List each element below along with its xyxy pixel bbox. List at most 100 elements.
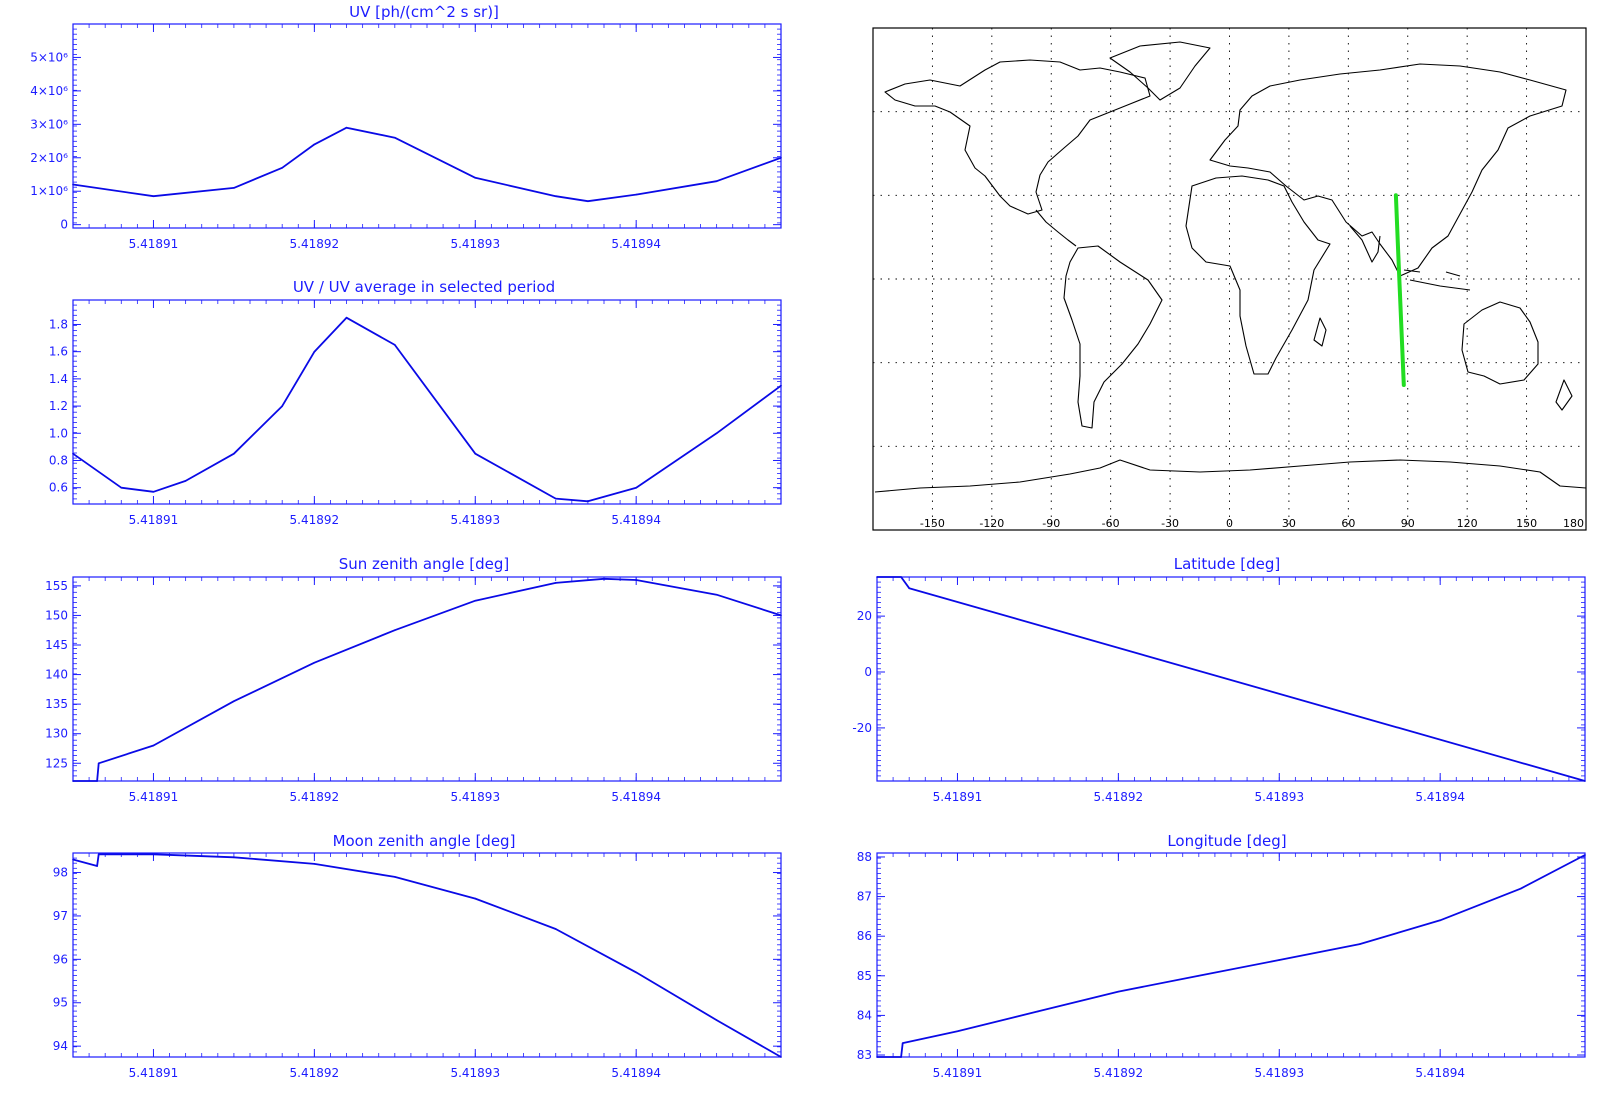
data-point xyxy=(394,876,396,878)
data-point xyxy=(1117,990,1120,993)
data-point xyxy=(554,497,557,500)
data-point xyxy=(233,856,235,859)
data-point xyxy=(313,661,316,664)
data-point xyxy=(956,1030,959,1033)
data-point xyxy=(345,126,348,129)
chart-title-moon: Moon zenith angle [deg] xyxy=(333,832,516,850)
y-tick-label: 88 xyxy=(857,850,872,864)
map-lon-tick-label: 150 xyxy=(1516,517,1537,530)
x-tick-label: 5.41893 xyxy=(450,790,500,804)
y-tick-label: 130 xyxy=(45,727,68,741)
data-point xyxy=(313,350,316,353)
map-lon-tick-label: 60 xyxy=(1341,517,1355,530)
indonesia-outline xyxy=(1403,269,1471,291)
y-tick-label: 87 xyxy=(857,890,872,904)
africa-outline xyxy=(1185,175,1331,375)
y-tick-label: 155 xyxy=(45,579,68,593)
x-tick-label: 5.41891 xyxy=(129,1066,179,1080)
y-tick-label: 4×10⁶ xyxy=(30,84,68,98)
data-point xyxy=(120,486,123,489)
data-point xyxy=(635,579,637,581)
data-point xyxy=(345,316,348,319)
y-tick-label: 3×10⁶ xyxy=(30,117,68,131)
chart-panel-uv: 5.41891 5.41892 5.41893 5.41894 0 1×10⁶ 2×10⁶ 3… xyxy=(30,23,782,251)
new-zealand-outline xyxy=(1555,379,1573,411)
map-lon-tick-label: -60 xyxy=(1102,517,1120,530)
data-point xyxy=(635,486,637,489)
data-point xyxy=(1037,1010,1039,1013)
x-tick-label: 5.41893 xyxy=(450,237,500,251)
continent-outlines xyxy=(874,41,1587,493)
data-point xyxy=(72,452,74,455)
x-tick-label: 5.41894 xyxy=(1415,790,1465,804)
x-tick-label: 5.41893 xyxy=(1254,790,1304,804)
x-tick-label: 5.41892 xyxy=(1094,1066,1144,1080)
series-line-lon xyxy=(877,854,1586,1058)
data-point xyxy=(780,614,782,617)
south-america-outline xyxy=(1063,245,1163,429)
y-tick-label: 0 xyxy=(864,665,872,679)
y-tick-label: 1.8 xyxy=(49,317,68,331)
data-point xyxy=(96,780,98,782)
y-tick-label: 125 xyxy=(45,756,68,770)
data-point xyxy=(394,629,396,632)
plot-frame-moon xyxy=(72,852,782,1058)
chart-panel-ratio: 5.41891 5.41892 5.41893 5.41894 0.6 0.8 1.0 1.2… xyxy=(49,299,782,527)
chart-title-lat: Latitude [deg] xyxy=(1174,555,1280,573)
x-tick-label: 5.41891 xyxy=(129,237,179,251)
x-tick-label: 5.41894 xyxy=(1415,1066,1465,1080)
data-point xyxy=(1584,780,1586,782)
y-tick-label: 86 xyxy=(857,929,872,943)
x-tick-label: 5.41893 xyxy=(450,513,500,527)
chart-title-ratio: UV / UV average in selected period xyxy=(293,278,555,296)
series-line-lat xyxy=(877,576,1586,782)
series-line-uv xyxy=(72,126,782,203)
x-tick-label: 5.41891 xyxy=(129,790,179,804)
x-tick-label: 5.41894 xyxy=(611,1066,661,1080)
data-point xyxy=(97,762,100,765)
y-tick-label: 83 xyxy=(857,1048,872,1062)
x-tick-label: 5.41892 xyxy=(1094,790,1144,804)
data-point xyxy=(587,200,589,203)
chart-title-lon: Longitude [deg] xyxy=(1167,832,1286,850)
map-lon-tick-label: -150 xyxy=(920,517,945,530)
data-point xyxy=(72,183,74,186)
eurasia-outline xyxy=(1209,63,1567,277)
data-point xyxy=(876,1056,878,1058)
map-lon-tick-label: -90 xyxy=(1042,517,1060,530)
y-tick-label: 0.8 xyxy=(49,453,68,467)
chart-title-sun: Sun zenith angle [deg] xyxy=(339,555,510,573)
satellite-track-line xyxy=(1393,193,1406,387)
data-point xyxy=(900,1056,902,1058)
series-line-sun xyxy=(73,577,782,782)
x-tick-label: 5.41894 xyxy=(611,513,661,527)
map-lon-tick-label: -30 xyxy=(1161,517,1179,530)
australia-outline xyxy=(1461,301,1539,385)
data-point xyxy=(233,452,235,455)
north-america-outline xyxy=(884,59,1151,215)
x-tick-label: 5.41891 xyxy=(933,790,983,804)
y-tick-label: 97 xyxy=(53,909,68,923)
data-point xyxy=(152,853,155,856)
data-point xyxy=(72,858,74,861)
data-point xyxy=(394,136,396,139)
plot-frame-sun xyxy=(72,576,782,782)
x-tick-label: 5.41892 xyxy=(290,790,340,804)
antarctica-outline xyxy=(874,459,1587,493)
y-tick-label: 1×10⁶ xyxy=(30,184,68,198)
data-point xyxy=(96,865,98,867)
y-tick-label: 84 xyxy=(857,1008,872,1022)
x-tick-label: 5.41892 xyxy=(290,237,340,251)
y-tick-label: 1.0 xyxy=(49,426,68,440)
series-line-ratio xyxy=(72,316,782,503)
y-tick-label: 5×10⁶ xyxy=(30,50,68,64)
y-tick-label: 0 xyxy=(60,218,68,232)
data-point xyxy=(554,928,557,930)
data-point xyxy=(152,744,155,747)
y-tick-label: 1.4 xyxy=(49,372,68,386)
india-outline xyxy=(1349,225,1381,263)
data-point xyxy=(901,1042,904,1044)
y-tick-label: 145 xyxy=(45,638,68,652)
data-point xyxy=(715,593,718,596)
